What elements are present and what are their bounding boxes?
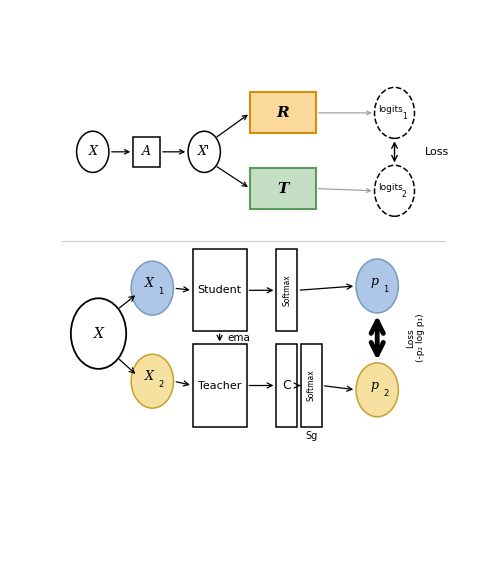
- Text: T: T: [277, 182, 289, 196]
- Text: X: X: [94, 327, 104, 341]
- Text: C: C: [283, 379, 291, 392]
- Text: X': X': [198, 146, 210, 158]
- Text: ema: ema: [227, 333, 250, 343]
- Text: 2: 2: [402, 190, 407, 199]
- Text: 1: 1: [383, 285, 388, 294]
- Text: Loss
(-p₂ log p₁): Loss (-p₂ log p₁): [406, 314, 426, 362]
- Text: X: X: [145, 277, 154, 291]
- Ellipse shape: [356, 259, 398, 313]
- Text: Sg: Sg: [305, 431, 317, 441]
- Text: Teacher: Teacher: [198, 380, 241, 391]
- Text: logits: logits: [378, 105, 403, 114]
- Text: p: p: [370, 275, 378, 288]
- Ellipse shape: [76, 132, 109, 173]
- Text: 1: 1: [158, 287, 163, 296]
- Bar: [250, 168, 315, 209]
- Ellipse shape: [374, 165, 415, 216]
- Text: X: X: [145, 370, 154, 383]
- Text: 1: 1: [402, 112, 407, 121]
- Ellipse shape: [374, 87, 415, 138]
- Text: R: R: [277, 106, 289, 120]
- Ellipse shape: [188, 132, 220, 173]
- Text: p: p: [370, 379, 378, 392]
- Text: 2: 2: [383, 389, 388, 398]
- Text: logits: logits: [378, 183, 403, 192]
- Ellipse shape: [71, 298, 126, 369]
- Bar: [276, 249, 298, 332]
- Bar: [301, 345, 322, 427]
- Text: A: A: [142, 146, 151, 158]
- Text: Softmax: Softmax: [282, 274, 291, 306]
- Bar: [250, 92, 315, 133]
- Bar: [192, 345, 247, 427]
- Ellipse shape: [131, 261, 174, 315]
- Text: 2: 2: [158, 380, 163, 389]
- Ellipse shape: [131, 354, 174, 408]
- Bar: [276, 345, 298, 427]
- Bar: [192, 249, 247, 332]
- Text: Softmax: Softmax: [307, 370, 315, 401]
- Bar: [133, 137, 160, 167]
- Text: Loss: Loss: [425, 147, 449, 157]
- Text: Student: Student: [197, 285, 242, 295]
- Ellipse shape: [356, 363, 398, 417]
- Text: X: X: [88, 146, 97, 158]
